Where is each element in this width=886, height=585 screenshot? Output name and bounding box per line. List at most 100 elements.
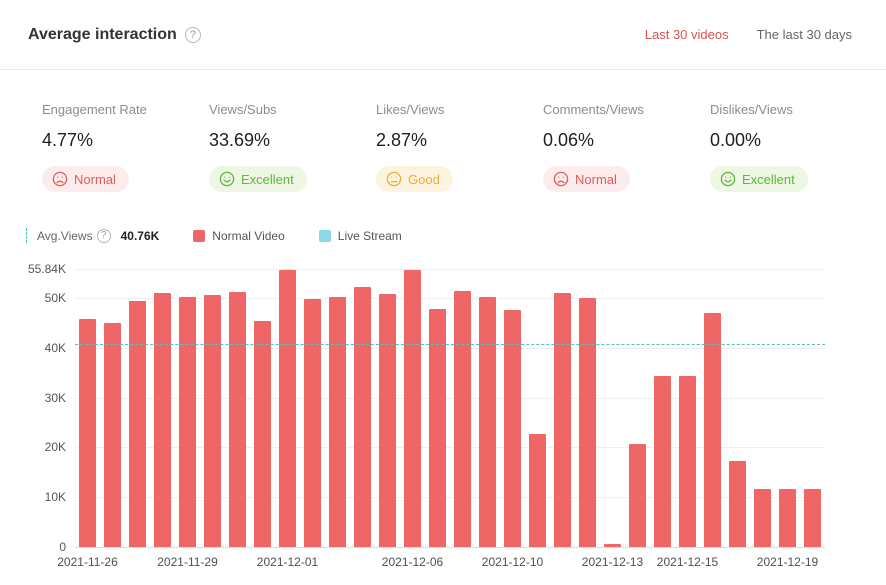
chart-bar[interactable]	[254, 320, 271, 547]
chart-bar[interactable]	[129, 301, 146, 547]
status-label: Excellent	[241, 171, 294, 187]
chart-bar[interactable]	[304, 298, 321, 547]
status-badge: Good	[376, 166, 453, 192]
y-axis-label: 40K	[44, 340, 66, 355]
metric-comments-views: Comments/Views 0.06% Normal	[543, 102, 710, 192]
bar-slot	[275, 269, 300, 547]
bars-container	[75, 269, 825, 547]
bar-slot	[175, 269, 200, 547]
chart-bar[interactable]	[529, 434, 546, 547]
legend-item-live-stream[interactable]: Live Stream	[318, 229, 402, 243]
bar-slot	[600, 269, 625, 547]
bar-slot	[725, 269, 750, 547]
tab-last-30-videos[interactable]: Last 30 videos	[644, 27, 729, 42]
bar-slot	[500, 269, 525, 547]
status-badge: Excellent	[710, 166, 808, 192]
chart-bar[interactable]	[704, 312, 721, 547]
bar-slot	[400, 269, 425, 547]
chart-bar[interactable]	[779, 489, 796, 547]
bar-slot	[325, 269, 350, 547]
y-axis-label: 50K	[44, 291, 66, 306]
chart-bar[interactable]	[504, 310, 521, 547]
chart-bar[interactable]	[804, 489, 821, 547]
chart-bar[interactable]	[379, 293, 396, 547]
help-icon[interactable]: ?	[96, 228, 111, 243]
smile-face-icon	[219, 171, 235, 187]
legend-item-normal-video[interactable]: Normal Video	[193, 228, 285, 243]
grid-line	[75, 347, 825, 349]
metric-label: Dislikes/Views	[710, 102, 793, 117]
bar-slot	[375, 269, 400, 547]
bar-slot	[800, 269, 825, 547]
status-label: Normal	[74, 171, 116, 187]
bar-slot	[75, 269, 100, 547]
bar-slot	[650, 269, 675, 547]
x-axis-label: 2021-12-01	[256, 555, 319, 569]
range-tabs: Last 30 videos The last 30 days	[645, 27, 852, 42]
chart-bar[interactable]	[729, 460, 746, 547]
chart-bar[interactable]	[454, 290, 471, 547]
bar-slot	[350, 269, 375, 547]
bar-slot	[575, 269, 600, 547]
metric-likes-views: Likes/Views 2.87% Good	[376, 102, 543, 192]
grid-line	[75, 397, 825, 399]
legend-label: Normal Video	[212, 228, 285, 243]
metric-label: Likes/Views	[376, 102, 445, 117]
chart-bar[interactable]	[579, 297, 596, 547]
chart-bar[interactable]	[354, 286, 371, 547]
grid-line	[75, 447, 825, 449]
chart-bar[interactable]	[204, 295, 221, 547]
chart-bar[interactable]	[179, 296, 196, 547]
chart-bar[interactable]	[429, 308, 446, 547]
bar-slot	[150, 269, 175, 547]
help-icon[interactable]: ?	[184, 26, 201, 43]
chart-bar[interactable]	[154, 292, 171, 547]
x-axis-label: 2021-12-06	[381, 555, 444, 569]
chart-bar[interactable]	[679, 376, 696, 547]
page-title: Average interaction	[28, 25, 177, 43]
chart-bar[interactable]	[554, 292, 571, 547]
tab-last-30-days[interactable]: The last 30 days	[756, 27, 852, 42]
chart-bar[interactable]	[604, 544, 621, 547]
average-views-line	[75, 344, 825, 346]
bar-slot	[775, 269, 800, 547]
chart-bar[interactable]	[479, 296, 496, 547]
grid-line	[75, 269, 825, 270]
bar-slot	[300, 269, 325, 547]
bar-slot	[250, 269, 275, 547]
status-badge: Excellent	[209, 166, 307, 192]
chart-bar[interactable]	[79, 318, 96, 547]
bar-slot	[100, 269, 125, 547]
y-axis-label: 0	[59, 540, 66, 554]
bar-slot	[525, 269, 550, 547]
chart-bar[interactable]	[104, 322, 121, 547]
chart-bar[interactable]	[404, 269, 421, 547]
metric-engagement-rate: Engagement Rate 4.77% Normal	[42, 102, 209, 192]
grid-line	[75, 497, 825, 499]
chart-bar[interactable]	[279, 270, 296, 547]
metric-views-subs: Views/Subs 33.69% Excellent	[209, 102, 376, 192]
chart-bar[interactable]	[654, 376, 671, 547]
grid-line	[75, 547, 825, 548]
panel-header: Average interaction ? Last 30 videos The…	[0, 0, 886, 70]
bar-slot	[450, 269, 475, 547]
bar-slot	[225, 269, 250, 547]
x-axis-label: 2021-11-29	[157, 555, 218, 569]
status-label: Excellent	[742, 171, 795, 187]
metric-value: 4.77%	[42, 130, 94, 150]
bar-slot	[200, 269, 225, 547]
metric-value: 0.00%	[710, 130, 762, 150]
status-badge: Normal	[42, 166, 129, 192]
chart-bar[interactable]	[229, 291, 246, 547]
bar-chart: 0 10K 20K 30K 40K 50K 55.84K 2021-11-26 2021-11-…	[28, 262, 825, 569]
chart-bar[interactable]	[329, 297, 346, 547]
sad-face-icon	[553, 171, 569, 187]
chart-bar[interactable]	[754, 489, 771, 547]
metric-value: 33.69%	[209, 130, 271, 150]
bar-slot	[675, 269, 700, 547]
bar-slot	[125, 269, 150, 547]
metrics-row: Engagement Rate 4.77% Normal Views/Subs …	[0, 70, 886, 192]
x-axis-label: 2021-11-26	[57, 555, 118, 569]
chart-bar[interactable]	[629, 444, 646, 547]
avg-views-label: Avg.Views	[37, 228, 93, 243]
